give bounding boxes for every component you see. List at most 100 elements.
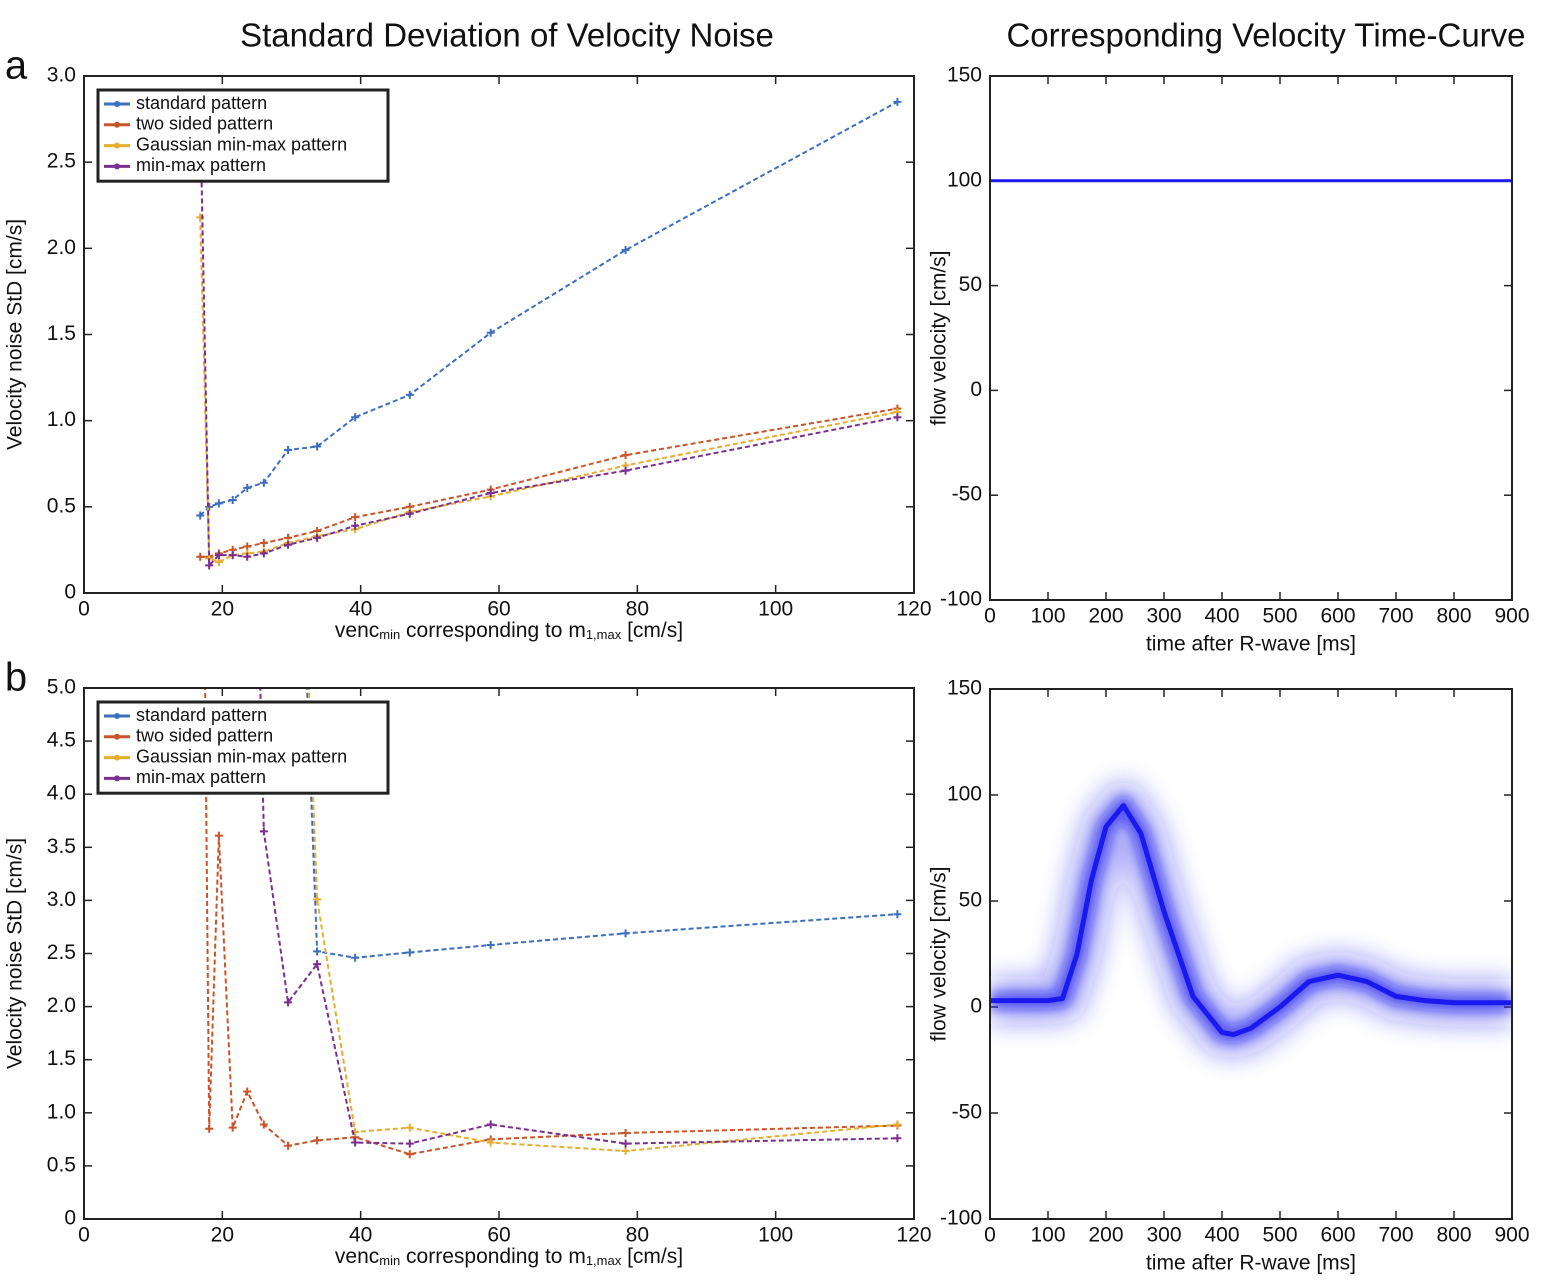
x-tick-label: 500 [1262, 1224, 1297, 1247]
x-axis-label-part: corresponding to m [400, 1245, 586, 1268]
plot-frame [989, 688, 1513, 1220]
y-tick-label: 50 [959, 889, 982, 912]
legend-label: standard pattern [136, 93, 267, 113]
point-marker [351, 1138, 360, 1147]
y-axis-label: Velocity noise StD [cm/s] [4, 219, 27, 450]
y-tick-label: -50 [952, 483, 982, 506]
point-marker [196, 552, 205, 561]
point-marker [228, 495, 237, 504]
plot-frame [83, 75, 915, 594]
point-marker [243, 542, 252, 551]
point-marker [351, 413, 360, 422]
y-tick-label: 2.5 [47, 150, 76, 173]
x-tick-label: 400 [1204, 1224, 1239, 1247]
point-marker [351, 513, 360, 522]
x-tick-label: 100 [1030, 605, 1065, 628]
x-tick-label: 200 [1088, 1224, 1123, 1247]
x-tick-label: 20 [211, 598, 234, 621]
x-tick-label: 120 [896, 1224, 931, 1247]
point-marker [260, 525, 268, 533]
x-tick-label: 700 [1378, 605, 1413, 628]
point-marker [284, 445, 293, 454]
x-tick-label: 600 [1320, 605, 1355, 628]
legend-marker [114, 142, 120, 149]
chart: Standard Deviation of Velocity Noise a 0 20… [4, 17, 932, 642]
point-marker [243, 1087, 252, 1096]
y-tick-label: 3.5 [47, 835, 76, 858]
point-marker [214, 499, 223, 508]
y-tick-label: 1.5 [47, 322, 76, 345]
x-axis-label-part: corresponding to m [400, 619, 586, 642]
point-marker [259, 539, 268, 548]
point-marker [351, 953, 360, 962]
point-marker [205, 561, 214, 570]
x-tick-label: 0 [78, 1224, 90, 1247]
y-tick-label: 50 [959, 273, 982, 296]
point-marker [259, 1120, 268, 1129]
series-line [307, 688, 898, 1153]
x-tick-label: 0 [984, 1224, 996, 1247]
y-tick-label: 5.0 [47, 676, 76, 699]
x-axis-label-part: 1,max [586, 1253, 622, 1268]
x-tick-label: 60 [487, 598, 510, 621]
y-axis-label: Velocity noise StD [cm/s] [4, 838, 27, 1069]
y-tick-label: -50 [952, 1101, 982, 1124]
point-marker [259, 827, 268, 836]
x-axis-label-part: 1,max [586, 627, 622, 642]
point-marker [893, 910, 902, 919]
x-tick-label: 80 [626, 598, 649, 621]
legend-marker [114, 121, 120, 128]
y-tick-label: 2.0 [47, 236, 76, 259]
y-tick-label: 0.5 [47, 494, 76, 517]
x-tick-label: 200 [1088, 605, 1123, 628]
y-tick-label: 2.0 [47, 994, 76, 1017]
plot-frame [83, 687, 915, 1220]
y-tick-label: 0.5 [47, 1153, 76, 1176]
point-marker [259, 478, 268, 487]
plot-area [990, 781, 1512, 1059]
y-tick-label: -100 [940, 588, 982, 611]
x-axis-label-part: venc [335, 619, 379, 642]
legend-marker [114, 775, 120, 782]
y-tick-label: 2.5 [47, 941, 76, 964]
point-marker [405, 509, 414, 518]
x-tick-label: 400 [1204, 605, 1239, 628]
point-marker [893, 97, 902, 106]
velocity-curve [990, 803, 1512, 1038]
chart: b 0 20 40 60 80 100 120 0 0.5 1.0 1.5 2.0 2.5 3.0 3.5 4.… [4, 525, 932, 1268]
plot-area [196, 97, 902, 570]
x-axis-label-part: min [379, 1253, 400, 1268]
x-tick-label: 300 [1146, 1224, 1181, 1247]
point-marker [214, 557, 223, 566]
y-tick-label: 100 [947, 783, 982, 806]
point-marker [405, 1123, 414, 1132]
x-tick-label: 0 [984, 605, 996, 628]
series-line [306, 688, 898, 959]
point-marker [621, 1147, 630, 1156]
y-tick-label: 1.0 [47, 1100, 76, 1123]
point-marker [313, 947, 322, 956]
point-marker [351, 521, 360, 530]
plot-area [204, 525, 902, 1159]
panel-label: b [5, 656, 27, 700]
x-tick-label: 300 [1146, 605, 1181, 628]
y-tick-label: 3.0 [47, 64, 76, 87]
y-tick-label: 0 [970, 995, 982, 1018]
x-tick-label: 900 [1494, 605, 1529, 628]
y-tick-label: 4.5 [47, 729, 76, 752]
y-tick-label: 0 [64, 581, 76, 604]
x-axis-label-part: min [379, 627, 400, 642]
x-tick-label: 20 [211, 1224, 234, 1247]
point-marker [486, 328, 495, 337]
point-marker [259, 549, 268, 558]
point-marker [621, 246, 630, 255]
plot-frame [989, 75, 1513, 601]
point-marker [486, 489, 495, 498]
y-axis-label: flow velocity [cm/s] [928, 250, 951, 425]
y-tick-label: 4.0 [47, 782, 76, 805]
y-tick-label: 1.5 [47, 1047, 76, 1070]
legend-label: standard pattern [136, 705, 267, 725]
x-axis-label-part: venc [335, 1245, 379, 1268]
point-marker [893, 1134, 902, 1143]
